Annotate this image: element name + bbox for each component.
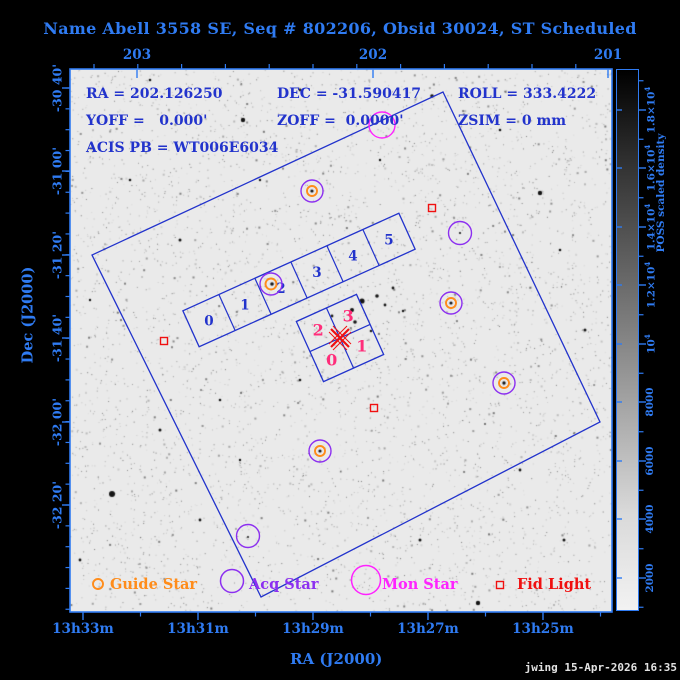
colorbar-tick-label-5: 1.2×104	[642, 261, 658, 309]
plot-title: Name Abell 3558 SE, Seq # 802206, Obsid …	[43, 19, 637, 38]
credit-timestamp: jwing 15-Apr-2026 16:35	[524, 661, 677, 674]
colorbar	[616, 69, 639, 611]
colorbar-title: POSS scaled density	[655, 133, 667, 253]
colorbar-tick-label-0: 2000	[644, 563, 656, 593]
dec-axis-title: Dec (J2000)	[19, 266, 37, 364]
bottom-axis-tick-label-1: 13h31m	[167, 621, 229, 637]
ra-axis-title: RA (J2000)	[290, 650, 383, 668]
colorbar-tick-label-2: 6000	[644, 446, 656, 476]
bottom-axis-tick-label-4: 13h25m	[512, 621, 574, 637]
bottom-axis-tick-label-0: 13h33m	[52, 621, 114, 637]
colorbar-tick-label-6: 1.4×104	[642, 203, 658, 251]
left-axis-tick-label-5: -32 20'	[49, 480, 65, 530]
left-axis-tick-label-3: -31 40'	[49, 313, 65, 363]
left-axis-tick-label-2: -31 20'	[49, 230, 65, 280]
colorbar-tick-label-8: 1.8×104	[642, 86, 658, 134]
left-axis-tick-label-0: -30 40'	[49, 63, 65, 113]
bottom-axis-tick-label-3: 13h27m	[397, 621, 459, 637]
colorbar-tick-label-7: 1.6×104	[642, 144, 658, 192]
top-axis-tick-label-2: 201	[593, 47, 623, 63]
colorbar-tick-label-1: 4000	[644, 504, 656, 534]
sky-image-pane[interactable]	[70, 69, 612, 612]
left-axis-tick-label-4: -32 00'	[49, 397, 65, 447]
left-axis-tick-label-1: -31 00'	[49, 146, 65, 196]
colorbar-tick-label-3: 8000	[644, 387, 656, 417]
starfield-canvas	[70, 69, 612, 612]
colorbar-tick-label-4: 104	[642, 334, 658, 354]
top-axis-tick-label-0: 203	[122, 47, 152, 63]
bottom-axis-tick-label-2: 13h29m	[282, 621, 344, 637]
top-axis-tick-label-1: 202	[358, 47, 388, 63]
